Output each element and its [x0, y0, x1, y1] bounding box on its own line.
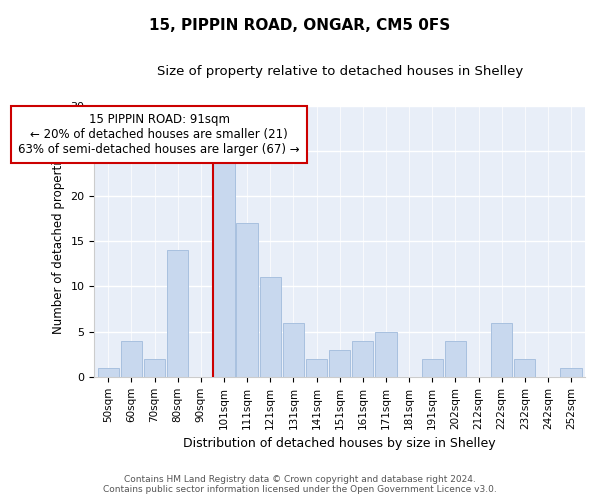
Bar: [329, 350, 350, 377]
Text: 15, PIPPIN ROAD, ONGAR, CM5 0FS: 15, PIPPIN ROAD, ONGAR, CM5 0FS: [149, 18, 451, 32]
Bar: [445, 340, 466, 377]
Bar: [260, 278, 281, 377]
Text: Contains HM Land Registry data © Crown copyright and database right 2024.
Contai: Contains HM Land Registry data © Crown c…: [103, 474, 497, 494]
Bar: [376, 332, 397, 377]
Bar: [121, 340, 142, 377]
Title: Size of property relative to detached houses in Shelley: Size of property relative to detached ho…: [157, 65, 523, 78]
Bar: [214, 160, 235, 377]
Bar: [560, 368, 582, 377]
Y-axis label: Number of detached properties: Number of detached properties: [52, 148, 65, 334]
Bar: [352, 340, 373, 377]
Bar: [514, 358, 535, 377]
Text: 15 PIPPIN ROAD: 91sqm
← 20% of detached houses are smaller (21)
63% of semi-deta: 15 PIPPIN ROAD: 91sqm ← 20% of detached …: [19, 113, 300, 156]
Bar: [491, 322, 512, 377]
X-axis label: Distribution of detached houses by size in Shelley: Distribution of detached houses by size …: [184, 437, 496, 450]
Bar: [167, 250, 188, 377]
Bar: [236, 223, 258, 377]
Bar: [283, 322, 304, 377]
Bar: [306, 358, 327, 377]
Bar: [98, 368, 119, 377]
Bar: [422, 358, 443, 377]
Bar: [144, 358, 165, 377]
